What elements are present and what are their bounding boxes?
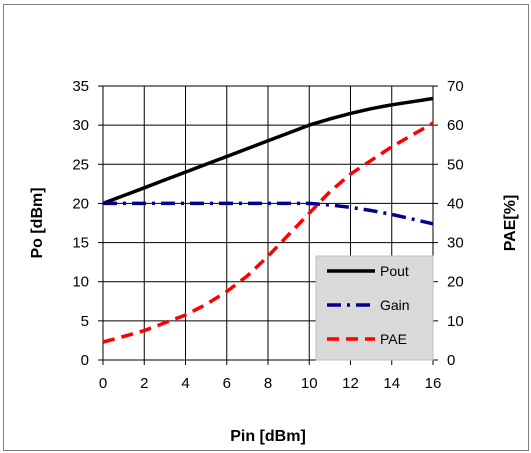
legend: Pout Gain PAE [315, 255, 434, 361]
x-tick-label: 6 [223, 375, 231, 392]
y2-tick-label: 60 [447, 117, 464, 134]
x-tick-label: 8 [264, 375, 272, 392]
y2-tick-label: 10 [447, 313, 464, 330]
y2-axis-title: PAE[%] [502, 195, 519, 252]
y-tick-label: 0 [81, 352, 89, 369]
x-tick-label: 2 [140, 375, 148, 392]
series-line-pout [102, 96, 434, 206]
x-axis-title: Pin [dBm] [230, 428, 306, 445]
y-tick-label: 20 [72, 195, 89, 212]
y2-tick-label: 50 [447, 156, 464, 173]
x-tick-label: 16 [425, 375, 442, 392]
y-tick-label: 25 [72, 156, 89, 173]
legend-label-pae: PAE [380, 331, 407, 347]
y2-tick-label: 30 [447, 235, 464, 252]
y-tick-label: 30 [72, 117, 89, 134]
legend-label-pout: Pout [380, 263, 409, 279]
x-tick-label: 4 [181, 375, 189, 392]
y2-tick-label: 20 [447, 274, 464, 291]
y-tick-label: 35 [72, 78, 89, 95]
series-line-gain [103, 201, 434, 226]
y2-tick-label: 70 [447, 78, 464, 95]
y-tick-label: 15 [72, 235, 89, 252]
y2-tick-label: 0 [447, 352, 455, 369]
y2-tick-label: 40 [447, 195, 464, 212]
x-tick-label: 12 [342, 375, 359, 392]
x-tick-label: 0 [99, 375, 107, 392]
legend-label-gain: Gain [380, 297, 410, 313]
left-axis-ticks: 0 5 10 15 20 25 30 35 [72, 78, 89, 369]
legend-box [315, 255, 434, 361]
y-tick-label: 10 [72, 274, 89, 291]
x-tick-label: 10 [301, 375, 318, 392]
series-layer [102, 96, 434, 344]
x-axis-ticks: 0 2 4 6 8 10 12 14 16 [99, 375, 442, 392]
series-line-pae [102, 121, 434, 344]
y-tick-label: 5 [81, 313, 89, 330]
y-axis-title: Po [dBm] [29, 187, 46, 258]
x-tick-label: 14 [383, 375, 400, 392]
right-axis-ticks: 0 10 20 30 40 50 60 70 [447, 78, 464, 369]
